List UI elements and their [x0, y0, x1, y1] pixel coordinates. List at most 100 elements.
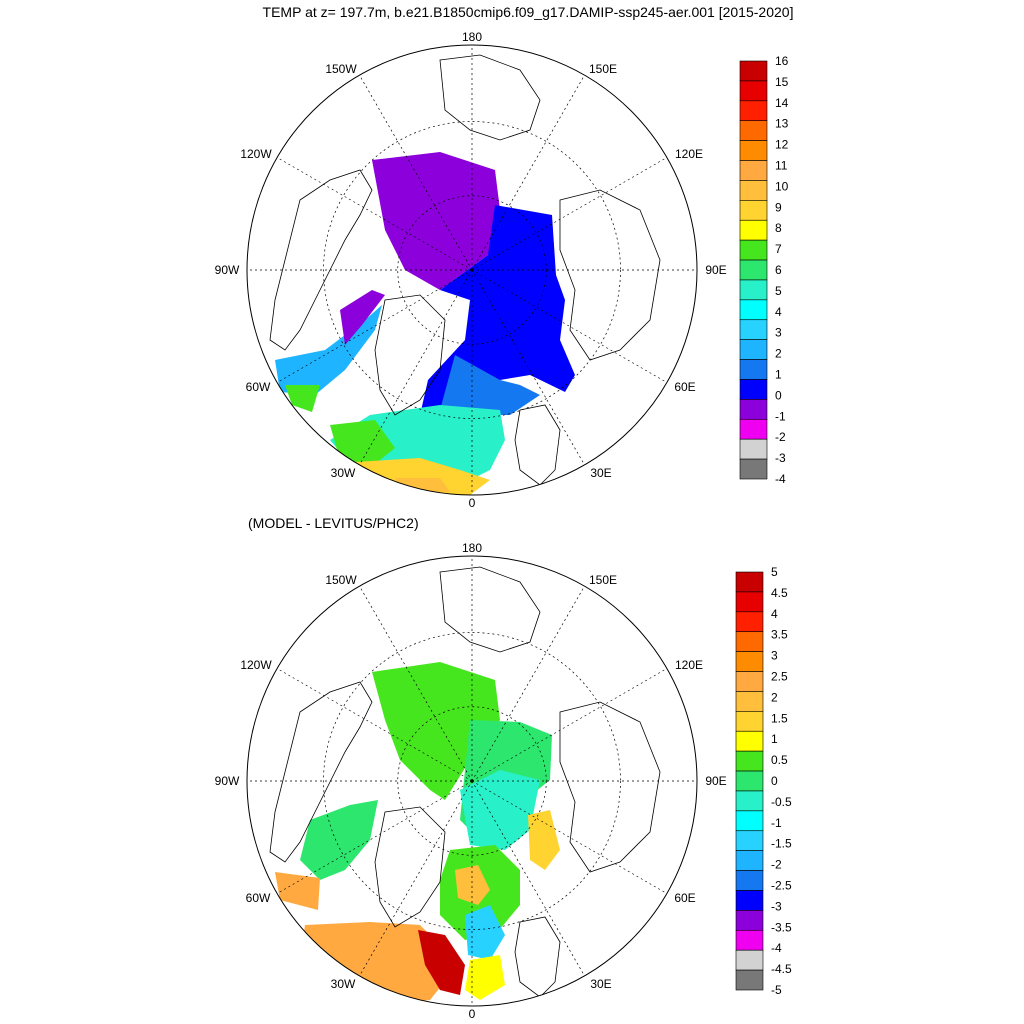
panel-2-colorbar: 5 4.5 4 3.5 3 2.5 2 1.5 1 0.5 0 -0.5 -1 -1.5 -2 -2.5 -3 -… — [735, 565, 792, 997]
panel-2-colorbar-swatch — [735, 591, 764, 613]
panel-2-colorbar-swatch — [735, 711, 764, 732]
panel-2-colorbar-label: -1.5 — [771, 837, 792, 851]
panel-2-colorbar-swatch — [735, 969, 764, 991]
panel-1-lon-label-120w: 120W — [240, 147, 272, 161]
panel-2-field-norwegian — [465, 905, 505, 960]
panel-2-field-greenland-sea — [455, 865, 490, 905]
panel-1-colorbar-swatch — [739, 100, 768, 122]
panel-1-colorbar-swatch — [739, 120, 768, 141]
panel-2-lat-circle — [323, 632, 621, 930]
panel-1-colorbar-label: 0 — [775, 388, 782, 402]
panel-2-colorbar-swatch — [735, 691, 764, 712]
panel-1-field-labrador-warm — [285, 385, 320, 412]
panel-2-colorbar-label: -1 — [771, 816, 782, 830]
panel-2-colorbar-label: 0.5 — [771, 753, 788, 767]
panel-1-lon-label-30e: 30E — [590, 466, 611, 480]
panel-1-colorbar-swatch — [739, 359, 768, 380]
panel-1-colorbar-label: 14 — [775, 96, 789, 110]
panel-2-colorbar-label: 3 — [771, 649, 778, 663]
panel-2-colorbar-swatch — [735, 830, 764, 851]
panel-2-colorbar-swatch — [735, 631, 764, 652]
panel-2-field-labrador-warm — [275, 872, 320, 910]
panel-1-graticule — [247, 45, 697, 495]
panel-1-colorbar-swatch — [739, 399, 768, 420]
panel-1-colorbar-label: -4 — [775, 472, 786, 486]
panel-1-colorbar-swatch — [739, 458, 768, 480]
panel-2-map-border — [246, 555, 698, 1007]
panel-1-map — [246, 44, 698, 496]
panel-2-colorbar-label: 1.5 — [771, 711, 788, 725]
panel-2-title: (MODEL - LEVITUS/PHC2) — [248, 515, 419, 531]
panel-1-colorbar-swatch — [739, 259, 768, 281]
panel-1-lon-label-150e: 150E — [589, 62, 617, 76]
panel-1-colorbar-swatch — [739, 418, 768, 440]
panel-1-colorbar-swatch — [739, 299, 768, 321]
panel-1-lon-label-0: 0 — [469, 496, 476, 510]
panel-2-colorbar-label: 2 — [771, 690, 778, 704]
panel-1-colorbar-label: 2 — [775, 347, 782, 361]
panel-1-lon-label-150w: 150W — [325, 62, 357, 76]
panel-2-colorbar-label: -3 — [771, 899, 782, 913]
panel-2-lon-label-60e: 60E — [674, 891, 695, 905]
panel-1-colorbar-swatch — [739, 60, 768, 82]
panel-2-colorbar-label: 0 — [771, 774, 778, 788]
panel-1-colorbar-swatch — [739, 339, 768, 360]
panel-1-colorbar-label: 4 — [775, 305, 782, 319]
panel-1-colorbar-swatch — [739, 319, 768, 340]
panel-1-colorbar-label: 10 — [775, 179, 789, 193]
panel-2-colorbar-swatch — [735, 750, 764, 772]
panel-2-colorbar-label: -5 — [771, 983, 782, 997]
panel-2-colorbar-label: -4.5 — [771, 962, 792, 976]
panel-2-colorbar-swatch — [735, 890, 764, 911]
panel-1-colorbar-label: 5 — [775, 284, 782, 298]
panel-2-colorbar-label: -4 — [771, 941, 782, 955]
panel-2-lon-label-60w: 60W — [246, 891, 271, 905]
panel-2-colorbar-label: 2.5 — [771, 670, 788, 684]
panel-2-colorbar-label: -2.5 — [771, 879, 792, 893]
panel-2-lat-circle — [397, 706, 547, 856]
panel-2-colorbar-label: 5 — [771, 565, 778, 579]
panel-2-colorbar-swatch — [735, 929, 764, 951]
panel-2-lon-label-120e: 120E — [675, 658, 703, 672]
panel-1-lon-label-90e: 90E — [705, 263, 726, 277]
panel-2-lon-label-30w: 30W — [331, 977, 356, 991]
panel-2-colorbar-swatch — [735, 611, 764, 633]
panel-1-field-fram — [440, 355, 540, 415]
panel-1-colorbar-label: 12 — [775, 138, 789, 152]
panel-1-colorbar-swatch — [739, 239, 768, 261]
panel-1-colorbar-label: 7 — [775, 242, 782, 256]
panel-1-field-atlantic-warm — [395, 478, 450, 495]
panel-2-field-central-basin — [372, 662, 500, 800]
panel-1-colorbar-label: -2 — [775, 430, 786, 444]
panel-2-lon-label-90e: 90E — [705, 774, 726, 788]
panel-1-colorbar-label: 16 — [775, 54, 789, 68]
panel-1-colorbar-swatch — [739, 219, 768, 241]
panel-1-map-border — [246, 44, 698, 496]
panel-1-colorbar-swatch — [739, 80, 768, 102]
panel-2-colorbar-swatch — [735, 651, 764, 672]
panel-2-colorbar-swatch — [735, 910, 764, 931]
panel-2-colorbar-swatch — [735, 810, 764, 832]
panel-1-colorbar-label: 6 — [775, 263, 782, 277]
panel-2-colorbar-swatch — [735, 671, 764, 692]
panel-1-lon-label-90w: 90W — [215, 263, 240, 277]
panel-2-lon-label-120w: 120W — [240, 658, 272, 672]
panel-1-colorbar-label: -3 — [775, 451, 786, 465]
panel-1-colorbar-swatch — [739, 140, 768, 161]
panel-1-lon-label-60e: 60E — [674, 380, 695, 394]
panel-2-lon-label-0: 0 — [469, 1007, 476, 1021]
panel-1-lat-circle — [397, 195, 547, 345]
panel-2-lon-label-150w: 150W — [325, 573, 357, 587]
panel-1-lon-label-180: 180 — [462, 30, 482, 44]
panel-1-colorbar-label: 8 — [775, 221, 782, 235]
panel-1-colorbar-swatch — [739, 438, 768, 460]
panel-1-colorbar-swatch — [739, 180, 768, 201]
panel-1-colorbar-swatch — [739, 279, 768, 301]
panel-2-colorbar-label: 4 — [771, 607, 778, 621]
panel-2-colorbar-swatch — [735, 730, 764, 752]
panel-2-lon-label-90w: 90W — [215, 774, 240, 788]
panel-1-colorbar-swatch — [739, 160, 768, 181]
panel-2-field-atlantic-yellow — [465, 955, 505, 1000]
panel-2-colorbar-label: 4.5 — [771, 586, 788, 600]
